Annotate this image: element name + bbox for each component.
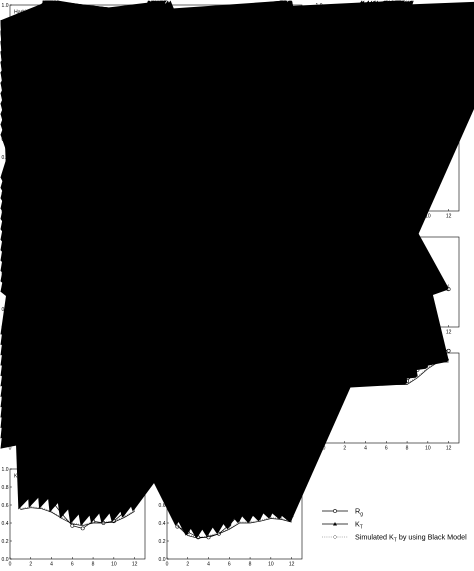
x-tick-label: 12 [446,330,452,336]
data-point-rg [70,523,75,528]
data-point-kt [0,27,474,523]
legend-marker-simulated-kt [332,534,338,540]
y-tick-label: 0.0 [159,557,166,563]
x-tick-label: 4 [50,562,53,568]
x-tick-label: 10 [268,562,274,568]
y-tick-label: 0.4 [2,396,9,402]
x-tick-label: 6 [228,562,231,568]
y-tick-label: 1.0 [2,467,9,473]
x-tick-label: 0 [9,446,12,452]
y-tick-label: 0.2 [2,539,9,545]
y-tick-label: 0.4 [2,521,9,527]
x-tick-label: 10 [425,214,431,220]
y-tick-label: 0.8 [2,485,9,491]
series-line-kt [20,507,135,527]
y-tick-label: 0.2 [2,307,9,313]
x-tick-label: 0 [323,446,326,452]
y-tick-label: 0.4 [159,521,166,527]
y-tick-label: 0.6 [2,503,9,509]
y-tick-label: 0.8 [2,253,9,259]
x-tick-label: 2 [29,562,32,568]
y-tick-label: 1.0 [2,3,9,9]
x-tick-label: 4 [207,562,210,568]
x-tick-label: 12 [446,446,452,452]
x-tick-label: 2 [186,562,189,568]
x-tick-label: 6 [385,446,388,452]
legend-label-rg: Rg [355,507,363,518]
x-tick-label: 6 [71,562,74,568]
x-tick-label: 12 [289,562,295,568]
x-tick-label: 8 [406,446,409,452]
legend-marker-kt [333,522,337,526]
y-tick-label: 0.0 [2,557,9,563]
x-tick-label: 12 [446,214,452,220]
data-point-rg [446,348,451,353]
legend: Rg KT Simulated KT by using Black Model [322,507,467,544]
legend-label-simulated-kt: Simulated KT by using Black Model [355,533,467,544]
y-tick-label: 0.6 [2,155,9,161]
legend-marker-rg [333,509,337,513]
x-tick-label: 8 [249,562,252,568]
x-tick-label: 2 [343,446,346,452]
y-tick-label: 0.0 [2,325,9,331]
x-tick-label: 0 [9,562,12,568]
x-tick-label: 0 [166,562,169,568]
y-tick-label: 0.6 [159,503,166,509]
x-tick-label: 10 [425,446,431,452]
x-tick-label: 8 [92,562,95,568]
x-tick-label: 10 [111,562,117,568]
legend-label-kt: KT [355,520,363,531]
x-tick-label: 4 [364,446,367,452]
data-point-rg [80,526,85,531]
data-point-rg [175,524,180,529]
x-tick-label: 12 [132,562,138,568]
y-tick-label: 0.2 [2,418,9,424]
y-tick-label: 0.6 [2,373,9,379]
y-tick-label: 0.2 [159,539,166,545]
